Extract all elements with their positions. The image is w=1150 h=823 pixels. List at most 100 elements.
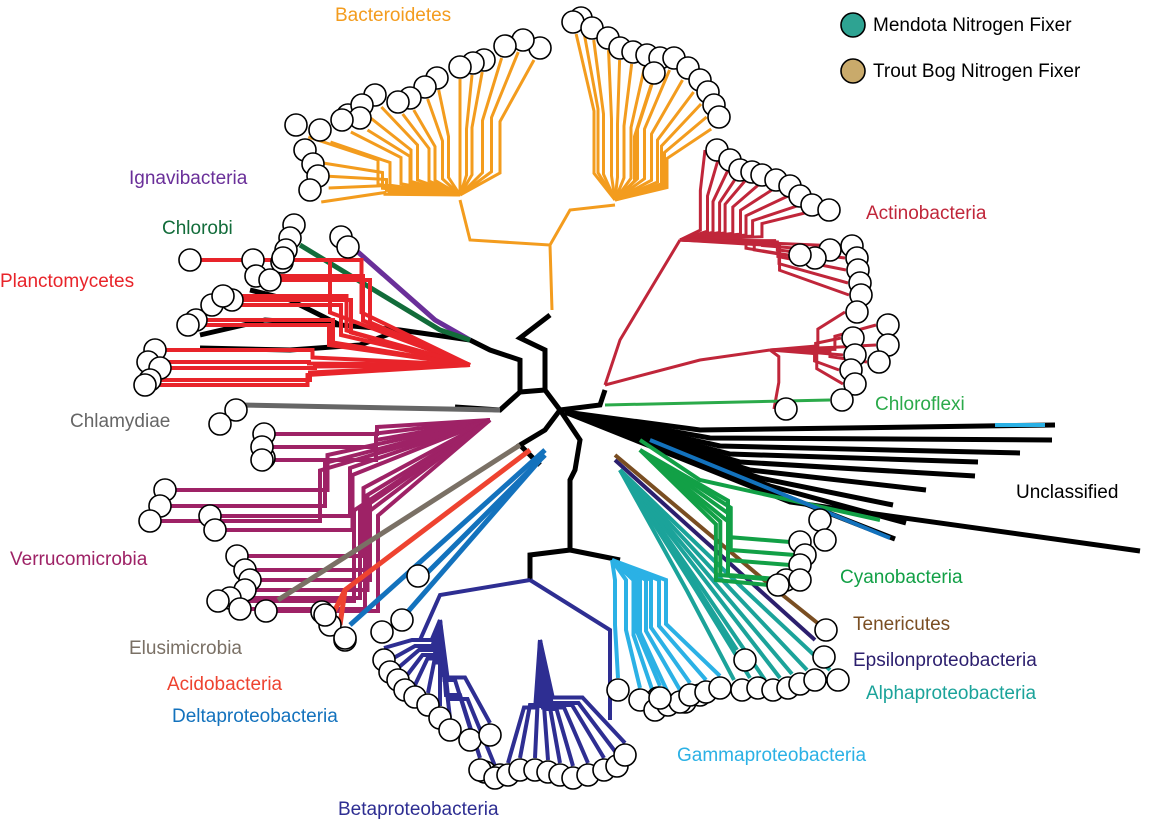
clade-label-bacteroidetes: Bacteroidetes: [335, 5, 451, 26]
alphaproteobacteria-branch: [618, 469, 736, 681]
leaf-node: [386, 90, 410, 114]
verrucomicrobia-branch: [160, 418, 491, 523]
backbone-branch: [515, 408, 562, 467]
bacteroidetes-branch: [613, 63, 634, 201]
bacteroidetes-branch: [459, 51, 520, 197]
actinobacteria-branch: [679, 238, 850, 297]
clade-label-epsilonproteobacteria: Epsilonproteobacteria: [853, 650, 1037, 671]
verrucomicrobia-branch: [225, 418, 491, 532]
leaf-node: [284, 113, 308, 137]
gammaproteobacteria-branch: [610, 558, 642, 689]
leaf-node: [208, 412, 232, 436]
actinobacteria-branch: [603, 239, 682, 386]
bacteroidetes-branch: [614, 127, 713, 202]
bacteroidetes-branch: [614, 91, 695, 202]
clade-label-ignavibacteria: Ignavibacteria: [129, 168, 248, 189]
clade-label-actinobacteria: Actinobacteria: [866, 203, 987, 224]
planctomycetes-branch: [155, 363, 471, 387]
nitrogen-fixer-leaf: [271, 246, 295, 270]
planctomycetes-branch: [222, 303, 471, 367]
leaf-node: [845, 300, 869, 324]
leaf-node: [298, 178, 322, 202]
bacteroidetes-branch: [350, 130, 461, 197]
alphaproteobacteria-branch: [618, 468, 782, 680]
backbone-branch: [515, 313, 562, 412]
leaf-node: [228, 597, 252, 621]
clade-label-betaproteobacteria: Betaproteobacteria: [338, 799, 499, 820]
betaproteobacteria-branch: [418, 578, 531, 641]
planctomycetes-branch: [198, 323, 471, 367]
bacteroidetes-branch: [574, 33, 617, 201]
tree-branches: [155, 29, 1141, 767]
nitrogen-fixer-leaf: [224, 398, 248, 422]
legend-swatch-mendota: [840, 12, 866, 38]
leaf-node: [254, 599, 278, 623]
leaf-node: [613, 743, 637, 767]
acidobacteria-branch: [337, 589, 348, 626]
nitrogen-fixer-leaf: [390, 608, 414, 632]
clade-label-chloroflexi: Chloroflexi: [875, 394, 965, 415]
clade-label-deltaproteobacteria: Deltaproteobacteria: [172, 706, 338, 727]
clade-label-chlorobi: Chlorobi: [162, 218, 233, 239]
bacteroidetes-branch: [592, 39, 617, 201]
clade-label-acidobacteria: Acidobacteria: [167, 674, 283, 695]
bacteroidetes-branch: [458, 71, 484, 196]
cyanobacteria-branch: [649, 438, 891, 540]
leaf-node: [176, 313, 200, 337]
leaf-node: [803, 668, 827, 692]
legend-label-troutbog: Trout Bog Nitrogen Fixer: [873, 61, 1081, 82]
leaf-node: [642, 61, 666, 85]
leaf-node: [788, 568, 812, 592]
bacteroidetes-branch: [607, 49, 617, 201]
verrucomicrobia-branch: [228, 418, 492, 603]
leaf-node: [308, 118, 332, 142]
bacteroidetes-branch: [426, 98, 462, 197]
bacteroidetes-branch: [307, 135, 461, 197]
clade-label-alphaproteobacteria: Alphaproteobacteria: [866, 683, 1036, 704]
planctomycetes-branch: [233, 294, 471, 367]
leaf-node: [606, 678, 630, 702]
bacteroidetes-branch: [458, 74, 474, 196]
leaf-node: [313, 603, 337, 627]
bacteroidetes-branch: [582, 29, 617, 201]
leaf-node: [774, 397, 798, 421]
leaf-node: [648, 686, 672, 710]
backbone-branch: [569, 547, 621, 563]
alphaproteobacteria-branch: [618, 468, 794, 676]
backbone-branch: [559, 389, 608, 413]
bacteroidetes-branch: [613, 59, 622, 201]
bacteroidetes-branch: [548, 203, 616, 246]
tree-leaves: [133, 6, 900, 790]
bacteroidetes-branch: [380, 105, 461, 197]
nitrogen-fixer-leaf: [812, 645, 836, 669]
alphaproteobacteria-branch: [618, 468, 832, 672]
gammaproteobacteria-branch: [611, 558, 722, 678]
leaf-node: [478, 723, 502, 747]
planctomycetes-branch: [170, 363, 471, 370]
deltaproteobacteria-branch: [403, 458, 542, 617]
bacteroidetes-branch: [614, 79, 684, 202]
nitrogen-fixer-leaf: [813, 528, 837, 552]
gammaproteobacteria-branch: [610, 558, 662, 687]
gammaproteobacteria-branch: [610, 559, 620, 679]
leaf-node: [138, 509, 162, 533]
actinobacteria-branch: [679, 149, 707, 242]
verrucomicrobia-branch: [220, 418, 491, 518]
verrucomicrobia-branch: [170, 418, 491, 508]
leaf-node: [133, 373, 157, 397]
leaf-node: [814, 618, 838, 642]
leaf-node: [493, 34, 517, 58]
actinobacteria-branch: [679, 238, 789, 257]
leaf-node: [178, 248, 202, 272]
actinobacteria-branch: [679, 208, 818, 242]
bacteroidetes-branch: [613, 84, 653, 202]
leaf-node: [250, 448, 274, 472]
cyanobacteria-branch: [638, 438, 881, 522]
legend: Mendota Nitrogen Fixer Trout Bog Nitroge…: [840, 12, 1081, 84]
cyanobacteria-branch: [638, 448, 791, 582]
leaf-node: [826, 668, 850, 692]
leaf-node: [867, 350, 891, 374]
clade-label-gammaproteobacteria: Gammaproteobacteria: [677, 745, 866, 766]
leaf-node: [817, 198, 841, 222]
